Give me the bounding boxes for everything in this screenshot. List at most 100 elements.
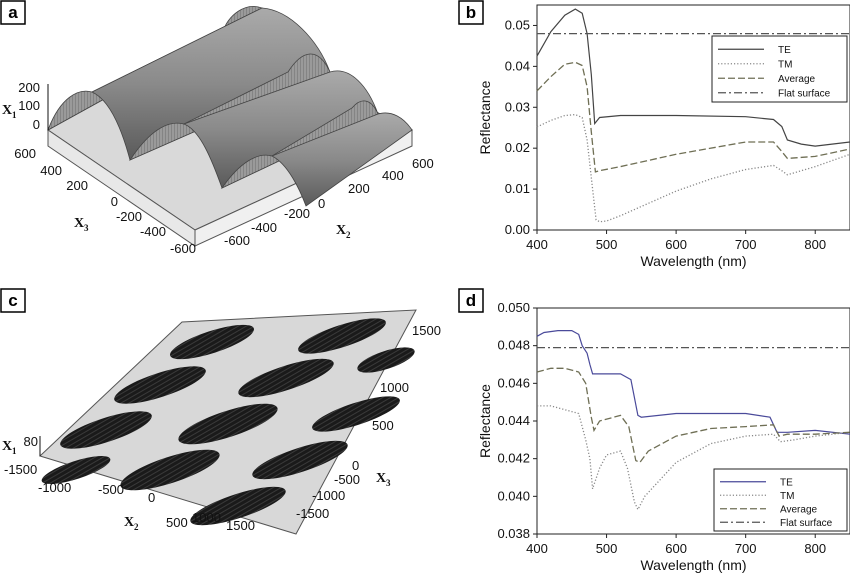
x1-tick: 0: [33, 117, 40, 132]
panel-d: d 400 500 600 700 800 0.038 0.040 0.042 0.044 0.0…: [458, 288, 850, 573]
c-x2-tick: -500: [98, 482, 124, 497]
c-x2-tick: -1000: [38, 480, 71, 495]
x-axis-label: Wavelength (nm): [640, 557, 746, 573]
panel-c-label-box: [0, 288, 26, 313]
x2-tick: -200: [284, 206, 310, 221]
y-tick-label: 0.042: [497, 451, 530, 466]
x1-tick: 100: [18, 98, 40, 113]
c-x3-tick: -500: [334, 472, 360, 487]
x3-axis-label: X: [74, 216, 84, 231]
x1-axis-label-sub: 1: [12, 110, 17, 120]
x-tick-label: 500: [596, 237, 618, 252]
x1-axis-label: X: [2, 103, 12, 118]
legend-label: Flat surface: [778, 88, 831, 99]
x-tick-label: 800: [804, 237, 826, 252]
x-axis-label: Wavelength (nm): [640, 253, 746, 269]
x3-tick: 200: [66, 178, 88, 193]
legend-label: TM: [778, 59, 792, 70]
series-line-te: [536, 330, 850, 435]
bump: [312, 396, 400, 432]
series-line-tm: [537, 405, 850, 511]
y-axis-label: Reflectance: [477, 384, 493, 458]
x3-tick: -200: [116, 209, 142, 224]
x-tick-label: 400: [526, 541, 548, 556]
series-line-average: [536, 61, 850, 173]
x-tick-label: 800: [804, 541, 826, 556]
y-tick-label: 0.03: [505, 99, 530, 114]
legend-label: TE: [780, 477, 793, 488]
series-line-average: [536, 367, 850, 464]
c-x2-tick: 1500: [226, 518, 255, 533]
legend-box: [711, 35, 848, 103]
c-x2-tick: 0: [148, 490, 155, 505]
x3-axis-label-sub: 3: [84, 223, 89, 233]
series-line-tm: [536, 113, 850, 223]
ridge-3: [220, 100, 379, 190]
chart-d: 400 500 600 700 800 0.038 0.040 0.042 0.044 0.046…: [477, 300, 850, 573]
bump: [190, 486, 286, 526]
c-x2-axis-label: X: [124, 515, 134, 530]
x-tick-label: 400: [526, 237, 548, 252]
y-tick-label: 0.044: [497, 413, 530, 428]
x3-tick: 0: [111, 194, 118, 209]
y-axis-label: Reflectance: [477, 80, 493, 154]
y-tick-label: 0.046: [497, 375, 530, 390]
y-tick-label: 0.048: [497, 338, 530, 353]
panel-a: a 200 100 0 X 1 600 400 200 0 -200 -400 …: [0, 0, 434, 256]
x3-tick: 600: [14, 146, 36, 161]
x3-tick: 400: [40, 163, 62, 178]
chart-b: 400 500 600 700 800 0.00 0.01 0.02 0.03 0.04 0.05 W…: [477, 4, 850, 269]
x-tick-label: 700: [735, 237, 757, 252]
ridge-2: [128, 53, 331, 161]
x3-tick: -400: [140, 224, 166, 239]
x1-tick: 200: [18, 80, 40, 95]
y-tick-label: 0.01: [505, 181, 530, 196]
c-x2-tick: 1000: [192, 510, 221, 525]
c-x3-axis-label: X: [376, 471, 386, 486]
x-tick-label: 600: [665, 541, 687, 556]
y-tick-label: 0.02: [505, 140, 530, 155]
x-tick-label: 500: [596, 541, 618, 556]
c-x3-tick: 1500: [412, 323, 441, 338]
series-line-te: [536, 8, 850, 147]
c-x1-axis-label: X: [2, 439, 12, 454]
x2-tick: 0: [318, 196, 325, 211]
x2-axis-label: X: [336, 223, 346, 238]
panel-a-label-box: [0, 0, 26, 25]
c-x3-axis-label-sub: 3: [386, 478, 391, 488]
panel-b-label: b: [466, 3, 476, 22]
c-x3-tick: -1000: [312, 488, 345, 503]
c-x3-tick: 500: [372, 418, 394, 433]
panel-d-label-box: [458, 288, 484, 313]
y-tick-label: 0.050: [497, 300, 530, 315]
y-tick-label: 0.038: [497, 526, 530, 541]
bump: [60, 411, 152, 449]
bump: [178, 403, 278, 445]
panel-c-label: c: [8, 291, 17, 310]
c-x2-tick: 500: [166, 515, 188, 530]
x-tick-label: 700: [735, 541, 757, 556]
panel-d-label: d: [466, 291, 476, 310]
c-x3-tick: 0: [352, 458, 359, 473]
y-tick-label: 0.040: [497, 488, 530, 503]
panel-c: c 80 X 1 -1500 -1000 -500 0 500 1000 150…: [0, 288, 441, 535]
ridge-3-slope: [271, 112, 413, 207]
bump: [252, 440, 348, 480]
x2-tick: -400: [251, 220, 277, 235]
legend-label: TE: [778, 45, 791, 56]
x2-tick: -600: [224, 233, 250, 248]
x2-tick: 600: [412, 156, 434, 171]
c-x3-tick: -1500: [296, 506, 329, 521]
bump: [298, 318, 386, 354]
plot-frame: [536, 4, 850, 231]
x2-tick: 200: [348, 181, 370, 196]
panel-b-label-box: [458, 0, 484, 25]
x-tick-label: 600: [665, 237, 687, 252]
legend-label: Average: [780, 504, 818, 515]
y-tick-label: 0.00: [505, 222, 530, 237]
legend-label: Flat surface: [780, 518, 833, 529]
c-x2-tick: -1500: [4, 462, 37, 477]
bump: [41, 455, 111, 485]
c-x2-axis-label-sub: 2: [134, 522, 139, 532]
